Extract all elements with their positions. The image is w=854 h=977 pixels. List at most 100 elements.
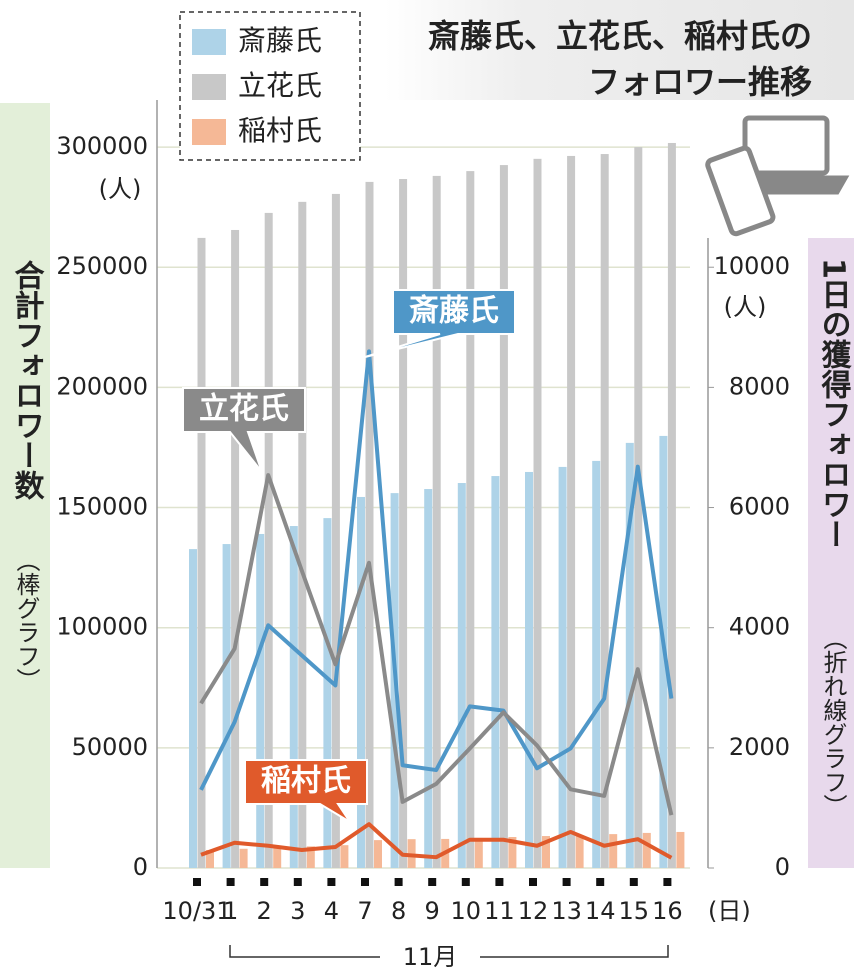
callout — [244, 759, 368, 823]
x-tick-mark — [193, 878, 201, 886]
y-tick-label: 150000 — [56, 493, 148, 521]
x-tick-mark — [629, 878, 638, 886]
bar — [625, 442, 634, 868]
x-tick-mark — [461, 878, 470, 886]
bar — [457, 483, 466, 868]
bar — [499, 165, 508, 868]
bar — [340, 845, 349, 868]
y2-unit: (人) — [724, 293, 767, 321]
bar — [542, 836, 550, 868]
legend-label: 立花氏 — [238, 69, 322, 102]
bar — [331, 193, 340, 868]
y-axis-note: （棒グラフ） — [12, 548, 40, 692]
bar — [424, 489, 433, 868]
bar — [256, 533, 265, 868]
y2-tick-label: 6000 — [729, 493, 790, 521]
callout-label: 立花氏 — [199, 392, 289, 427]
x-tick-mark — [361, 878, 369, 886]
y2-tick-label: 0 — [775, 853, 790, 881]
legend-label: 稲村氏 — [238, 114, 322, 147]
callout — [364, 289, 516, 358]
callout-label: 稲村氏 — [261, 764, 351, 799]
bar — [206, 849, 214, 868]
bar — [399, 179, 408, 869]
bar — [189, 549, 197, 868]
bar — [264, 212, 273, 868]
bar — [197, 237, 206, 868]
bar — [466, 171, 475, 868]
x-group-label: 11月 — [403, 943, 458, 971]
bar — [298, 201, 307, 868]
y-tick-label: 200000 — [56, 372, 148, 400]
bar — [634, 147, 643, 868]
right-label-panel — [808, 238, 854, 868]
x-tick-label: 3 — [290, 897, 305, 925]
x-tick-mark — [596, 878, 605, 886]
bar — [667, 142, 676, 869]
bar — [289, 526, 298, 868]
y-tick-label: 0 — [133, 853, 148, 881]
bar — [306, 846, 315, 868]
legend-swatch — [192, 119, 226, 145]
x-tick-mark — [663, 878, 672, 886]
x-tick-mark — [293, 878, 302, 886]
y-tick-label: 300000 — [56, 132, 148, 160]
x-tick-mark — [562, 878, 571, 886]
bar — [231, 229, 240, 868]
x-tick-label: 13 — [551, 897, 582, 925]
x-tick-label: 4 — [324, 897, 339, 925]
y2-tick-label: 8000 — [729, 372, 790, 400]
bar — [592, 460, 601, 868]
legend-swatch — [192, 29, 226, 55]
y-tick-label: 100000 — [56, 613, 148, 641]
x-tick-label: 7 — [357, 897, 372, 925]
bar — [525, 471, 533, 868]
line — [200, 822, 673, 860]
bar — [222, 544, 231, 868]
x-tick-mark — [226, 878, 235, 886]
bar — [323, 518, 332, 868]
bar — [474, 837, 483, 868]
x-tick-mark — [428, 878, 437, 886]
x-tick-label: 15 — [619, 897, 650, 925]
y-axis-title: 合計フォロワー数 — [9, 259, 45, 501]
y2-tick-label: 4000 — [729, 613, 790, 641]
bar — [357, 496, 365, 868]
bar — [374, 840, 382, 868]
line — [199, 349, 674, 791]
x-tick-label: 2 — [257, 897, 272, 925]
bar — [575, 835, 584, 868]
bar — [508, 836, 517, 868]
x-unit: (日) — [708, 897, 751, 925]
bar — [676, 831, 685, 868]
y2-axis-title: 1日の獲得フォロワー — [816, 258, 853, 549]
x-tick-label: 14 — [585, 897, 616, 925]
bar — [239, 848, 248, 868]
bar — [432, 175, 441, 868]
bar — [642, 832, 651, 868]
x-tick-mark — [327, 878, 336, 886]
left-label-panel — [0, 103, 50, 868]
x-tick-label: 9 — [425, 897, 440, 925]
x-tick-label: 10 — [451, 897, 482, 925]
y-unit: (人) — [99, 175, 142, 203]
bar — [273, 848, 282, 868]
x-tick-label: 1 — [223, 897, 238, 925]
line — [199, 473, 674, 816]
bar — [609, 834, 618, 868]
x-tick-mark — [529, 878, 537, 886]
bar — [491, 476, 500, 868]
y2-tick-label: 2000 — [729, 733, 790, 761]
bracket — [229, 945, 669, 958]
x-tick-mark — [260, 878, 269, 886]
bar — [567, 155, 576, 869]
device-icon — [705, 115, 850, 237]
y-tick-label: 250000 — [56, 252, 148, 280]
legend-label: 斎藤氏 — [238, 24, 322, 57]
bar — [600, 154, 609, 868]
legend-swatch — [192, 74, 226, 100]
chart-title: 斎藤氏、立花氏、稲村氏の — [428, 17, 812, 55]
y-tick-label: 50000 — [72, 733, 148, 761]
x-tick-label: 11 — [484, 897, 515, 925]
